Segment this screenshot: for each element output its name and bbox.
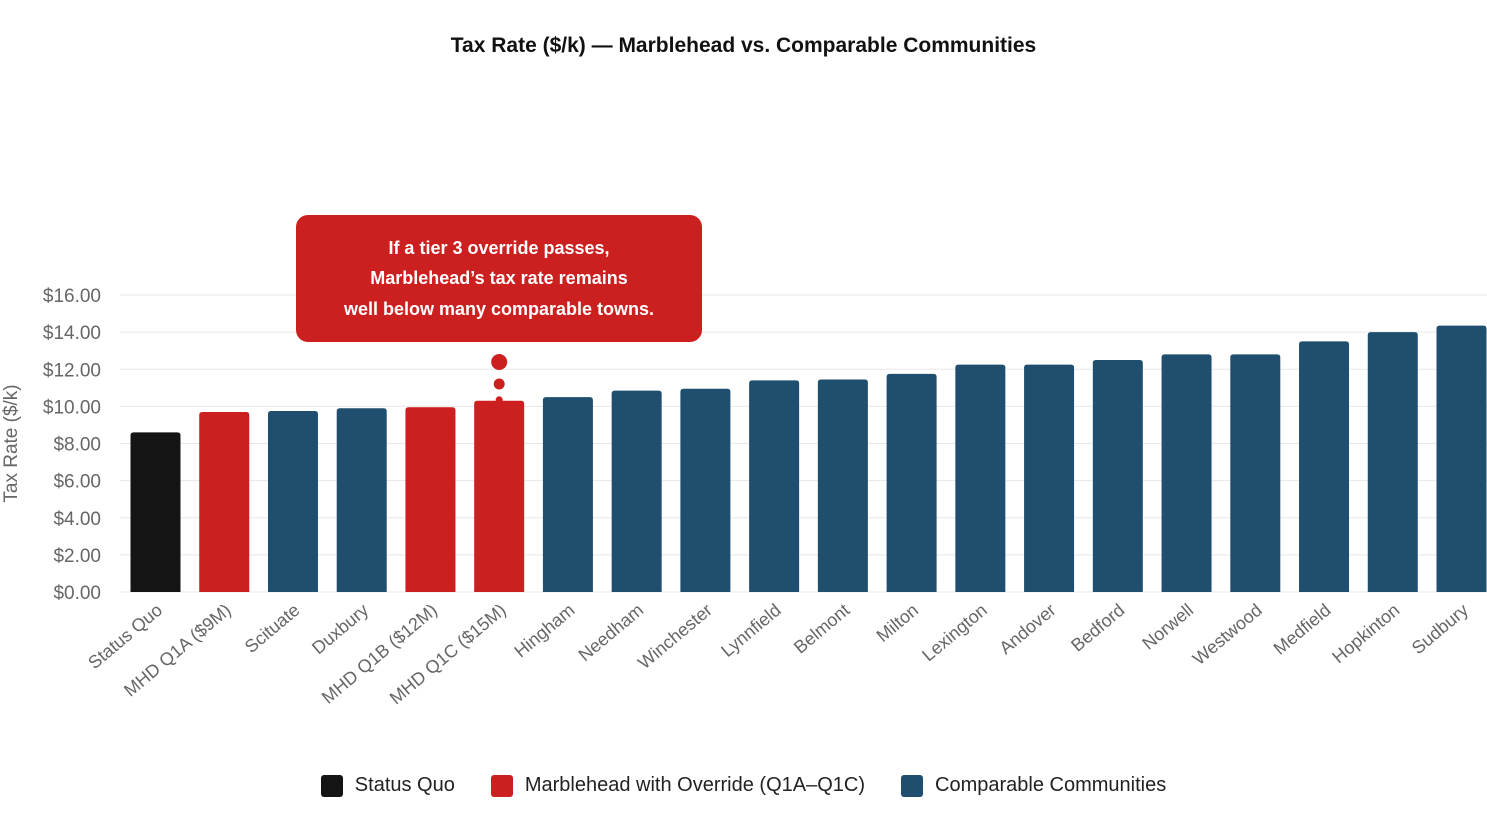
x-tick-label: Medfield [1270, 600, 1335, 659]
legend-swatch [320, 774, 343, 797]
bar [955, 364, 1006, 592]
x-tick-label: Milton [873, 600, 923, 646]
bar [1230, 354, 1281, 592]
y-tick-label: $0.00 [53, 583, 101, 604]
bar [1367, 332, 1418, 592]
bar [1436, 325, 1487, 592]
bar [405, 407, 456, 592]
bar [886, 373, 937, 592]
y-tick-label: $10.00 [43, 397, 101, 418]
x-tick-label: Lynnfield [717, 600, 785, 661]
bar [542, 397, 593, 592]
annotation-callout: If a tier 3 override passes, Marblehead’… [296, 215, 702, 342]
y-tick-label: $12.00 [43, 360, 101, 381]
pointer-dot [493, 378, 505, 390]
legend-swatch [490, 774, 513, 797]
x-tick-label: Winchester [634, 600, 716, 673]
x-tick-label: MHD Q1B ($12M) [318, 600, 441, 708]
x-tick-label: Bedford [1067, 600, 1128, 656]
y-axis-label: Tax Rate ($/k) [1, 384, 22, 502]
legend-swatch [901, 774, 923, 797]
legend-item-status-quo[interactable]: Status Quo [320, 774, 455, 797]
x-tick-label: Scituate [241, 600, 304, 657]
bar [817, 379, 868, 592]
x-tick-label: Hingham [510, 600, 578, 662]
x-tick-label: Norwell [1138, 600, 1197, 654]
bar [130, 432, 181, 592]
y-tick-label: $8.00 [53, 435, 101, 456]
bar [1161, 354, 1212, 592]
bar-chart: $0.00 $2.00 $4.00 $6.00 $8.00 $10.00 $12.00 $14… [1, 286, 1487, 709]
x-tick-label: Belmont [790, 600, 853, 658]
chart-title: Tax Rate ($/k) — Marblehead vs. Comparab… [450, 34, 1037, 57]
callout-line: If a tier 3 override passes, [388, 237, 610, 258]
x-tick-label: Hopkinton [1328, 600, 1403, 667]
bar [336, 408, 387, 592]
y-tick-label: $6.00 [53, 472, 101, 493]
bar [1024, 364, 1075, 592]
callout-line: well below many comparable towns. [343, 298, 655, 319]
x-tick-label: Andover [995, 600, 1059, 658]
bar [680, 388, 731, 592]
legend-label: Marblehead with Override (Q1A–Q1C) [524, 774, 865, 796]
bar [1299, 341, 1350, 592]
pointer-dot [491, 354, 508, 370]
bar [199, 411, 250, 592]
bar [474, 400, 525, 592]
x-tick-label: Lexington [918, 600, 991, 666]
callout-line: Marblehead’s tax rate remains [370, 268, 628, 289]
x-tick-label: Sudbury [1408, 600, 1472, 658]
pointer-dot [495, 396, 503, 404]
bar [611, 390, 662, 592]
bar [267, 411, 318, 592]
y-tick-label: $2.00 [53, 546, 101, 567]
y-tick-label: $14.00 [43, 323, 101, 344]
x-tick-label: Westwood [1189, 600, 1266, 669]
y-tick-label: $4.00 [53, 509, 101, 530]
chart-legend: Status Quo Marblehead with Override (Q1A… [0, 774, 1487, 797]
legend-label: Comparable Communities [935, 774, 1167, 796]
legend-item-comparable[interactable]: Comparable Communities [901, 774, 1166, 797]
x-tick-label: Duxbury [308, 600, 372, 658]
legend-label: Status Quo [354, 774, 455, 796]
x-tick-label: MHD Q1C ($15M) [386, 600, 510, 709]
bar [749, 380, 800, 592]
bar [1092, 359, 1143, 592]
legend-item-override[interactable]: Marblehead with Override (Q1A–Q1C) [490, 774, 865, 797]
y-tick-label: $16.00 [43, 286, 101, 307]
